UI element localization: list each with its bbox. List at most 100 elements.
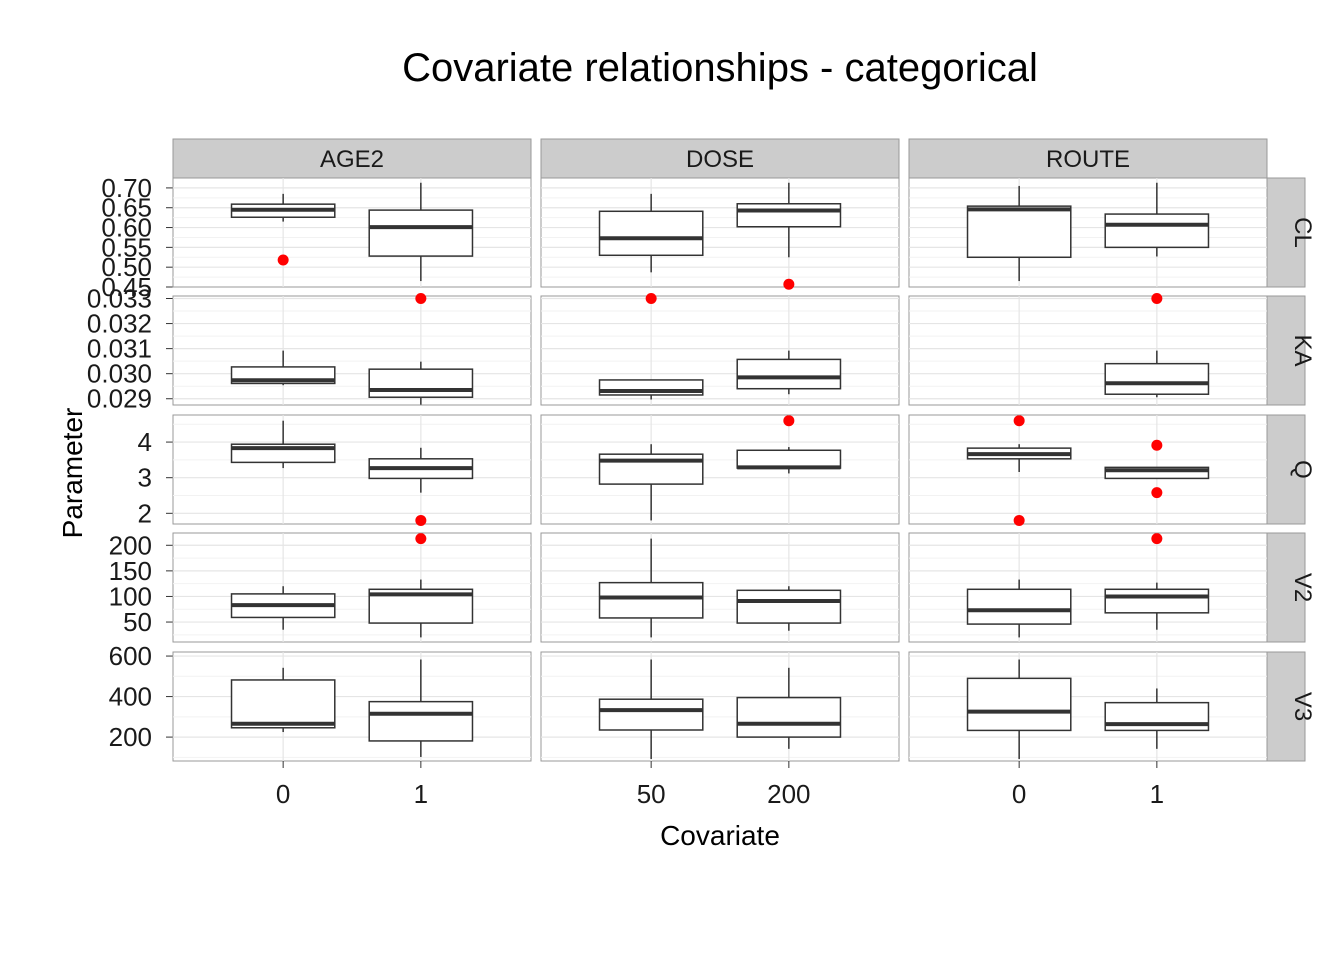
panel-background xyxy=(172,177,532,288)
box-v2-dose-200 xyxy=(736,586,842,631)
facet-strip-cl xyxy=(1266,177,1306,288)
facet-strip-age2 xyxy=(172,138,532,179)
box-v3-dose-50 xyxy=(598,659,704,759)
box-v3-route-0 xyxy=(966,659,1072,759)
facet-strip-ka xyxy=(1266,295,1306,406)
y-tick-label: 100 xyxy=(109,581,152,611)
box-v2-age2-1 xyxy=(368,533,474,638)
box-cl-route-1 xyxy=(1104,182,1210,257)
y-tick-label: 0.45 xyxy=(101,272,152,302)
outlier-point xyxy=(1151,439,1163,451)
facet-strip-label: Q xyxy=(1289,460,1316,479)
outlier-point xyxy=(1013,415,1025,427)
box-iqr xyxy=(1104,701,1210,732)
box-iqr xyxy=(1104,466,1210,480)
facet-strip-dose xyxy=(540,138,900,179)
outlier-point xyxy=(415,293,427,305)
box-iqr xyxy=(368,700,474,742)
panel-background xyxy=(908,651,1268,762)
box-v2-age2-0 xyxy=(230,586,336,630)
x-tick-label: 1 xyxy=(414,779,428,809)
box-iqr xyxy=(736,203,842,228)
y-tick-label: 2 xyxy=(138,498,152,528)
box-iqr xyxy=(966,677,1072,732)
panel-background xyxy=(540,295,900,406)
box-iqr xyxy=(736,696,842,738)
outlier-point xyxy=(1013,514,1025,526)
box-ka-route-1 xyxy=(1104,293,1210,398)
box-iqr xyxy=(1104,588,1210,614)
box-ka-age2-1 xyxy=(368,293,474,405)
facet-strip-label: V2 xyxy=(1289,573,1316,602)
x-axis-title: Covariate xyxy=(660,820,780,851)
box-cl-age2-1 xyxy=(368,182,474,282)
y-tick-label: 0.032 xyxy=(87,309,152,339)
box-iqr xyxy=(598,581,704,619)
box-cl-age2-0 xyxy=(230,193,336,266)
panel-background xyxy=(908,295,1268,406)
y-tick-label: 3 xyxy=(138,463,152,493)
box-iqr xyxy=(598,698,704,731)
facet-strip-label: CL xyxy=(1289,217,1316,248)
y-tick-label: 0.031 xyxy=(87,334,152,364)
outlier-point xyxy=(415,533,427,545)
x-tick-label: 1 xyxy=(1150,779,1164,809)
box-v3-age2-1 xyxy=(368,659,474,757)
panel-background xyxy=(172,295,532,406)
facet-strip-label: V3 xyxy=(1289,692,1316,721)
y-tick-label: 0.65 xyxy=(101,193,152,223)
box-v2-route-1 xyxy=(1104,533,1210,630)
outlier-point xyxy=(1151,487,1163,499)
panel-background xyxy=(540,651,900,762)
y-tick-label: 150 xyxy=(109,556,152,586)
panel-background xyxy=(908,177,1268,288)
outlier-point xyxy=(1151,293,1163,305)
box-iqr xyxy=(368,368,474,398)
panel-background xyxy=(908,532,1268,643)
facet-strip-v3 xyxy=(1266,651,1306,762)
box-cl-dose-200 xyxy=(736,182,842,290)
y-tick-label: 50 xyxy=(123,607,152,637)
panel-background xyxy=(172,651,532,762)
y-tick-label: 0.60 xyxy=(101,213,152,243)
box-v2-dose-50 xyxy=(598,538,704,638)
box-q-route-1 xyxy=(1104,439,1210,499)
y-tick-label: 0.029 xyxy=(87,384,152,414)
box-iqr xyxy=(736,358,842,390)
box-v3-route-1 xyxy=(1104,688,1210,749)
box-q-dose-200 xyxy=(736,415,842,474)
x-tick-label: 0 xyxy=(276,779,290,809)
panel-background xyxy=(540,414,900,525)
box-ka-age2-0 xyxy=(230,350,336,386)
box-iqr xyxy=(598,210,704,257)
x-tick-label: 0 xyxy=(1012,779,1026,809)
box-ka-dose-200 xyxy=(736,350,842,395)
facet-strip-route xyxy=(908,138,1268,179)
outlier-point xyxy=(1151,533,1163,545)
outlier-point xyxy=(783,278,795,290)
box-iqr xyxy=(230,679,336,729)
panel-background xyxy=(540,532,900,643)
box-iqr xyxy=(736,589,842,624)
y-tick-label: 4 xyxy=(138,427,152,457)
panel-background xyxy=(172,414,532,525)
y-axis-title: Parameter xyxy=(57,408,88,539)
facet-strip-label: DOSE xyxy=(686,146,754,173)
box-iqr xyxy=(1104,213,1210,249)
facet-strip-label: KA xyxy=(1289,334,1316,366)
box-q-age2-1 xyxy=(368,447,474,526)
box-cl-dose-50 xyxy=(598,193,704,273)
x-tick-label: 200 xyxy=(767,779,810,809)
box-q-route-0 xyxy=(966,415,1072,526)
x-tick-label: 50 xyxy=(637,779,666,809)
y-tick-label: 0.030 xyxy=(87,359,152,389)
outlier-point xyxy=(415,514,427,526)
box-iqr xyxy=(966,588,1072,625)
box-v3-age2-0 xyxy=(230,667,336,733)
y-tick-label: 200 xyxy=(109,722,152,752)
y-tick-label: 0.70 xyxy=(101,173,152,203)
outlier-point xyxy=(277,254,289,266)
box-iqr xyxy=(966,205,1072,259)
facet-strip-v2 xyxy=(1266,532,1306,643)
